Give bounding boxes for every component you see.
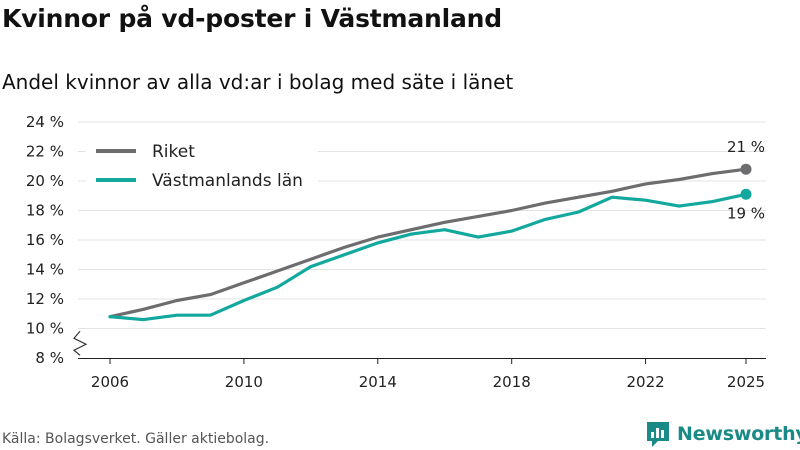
x-tick-label: 2006: [91, 373, 129, 391]
brand-name: Newsworthy: [677, 423, 800, 445]
brand-logo: Newsworthy: [645, 420, 800, 448]
series-end-label: 21 %: [727, 138, 765, 156]
y-tick-label: 20 %: [26, 172, 64, 190]
chart-subtitle: Andel kvinnor av alla vd:ar i bolag med …: [2, 70, 514, 94]
y-tick-label: 8 %: [35, 349, 64, 367]
legend-label: Riket: [152, 142, 195, 162]
chart-title: Kvinnor på vd-poster i Västmanland: [2, 4, 502, 33]
y-tick-label: 22 %: [26, 143, 64, 161]
source-note: Källa: Bolagsverket. Gäller aktiebolag.: [2, 431, 270, 447]
series-line-lan: [108, 192, 748, 322]
axis-break-icon: [72, 330, 88, 356]
y-tick-label: 18 %: [26, 202, 64, 220]
y-tick-label: 10 %: [26, 320, 64, 338]
series-end-point: [740, 188, 752, 200]
series-end-point: [740, 163, 752, 175]
newsworthy-logo-icon: [647, 422, 669, 447]
y-tick-label: 24 %: [26, 113, 64, 131]
series-end-label: 19 %: [727, 204, 765, 222]
legend-label: Västmanlands län: [152, 171, 303, 191]
y-tick-label: 14 %: [26, 261, 64, 279]
x-tick-label: 2018: [493, 373, 531, 391]
legend-background: [86, 134, 318, 194]
y-tick-label: 16 %: [26, 231, 64, 249]
x-tick-label: 2014: [359, 373, 397, 391]
x-tick-label: 2022: [626, 373, 664, 391]
y-tick-label: 12 %: [26, 290, 64, 308]
x-tick-label: 2025: [727, 373, 765, 391]
series-line-riket: [108, 167, 748, 319]
x-tick-label: 2010: [225, 373, 263, 391]
